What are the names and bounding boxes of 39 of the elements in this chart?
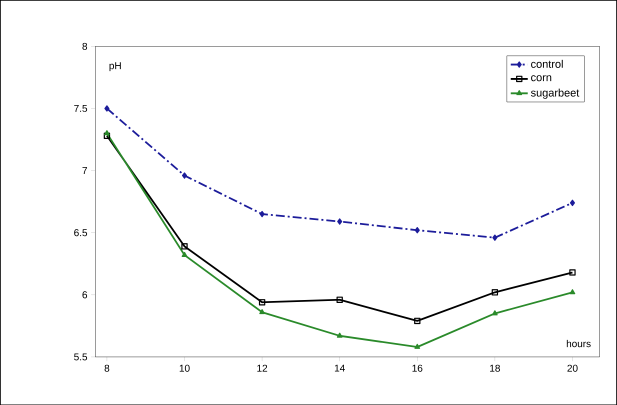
point [182,252,188,257]
point [104,105,110,112]
x-tick-label: 10 [180,364,190,372]
legend-label: sugarbeet [530,88,580,99]
x-tick-label: 12 [257,364,268,372]
y-tick-label: 7 [82,167,88,174]
point [492,289,498,296]
x-tick-label: 18 [490,364,500,372]
y-tick-label: 6.5 [74,229,88,236]
x-axis-title: hours [566,340,591,348]
point [492,310,498,316]
point [259,308,265,314]
point [569,269,576,276]
y-axis-title: pH [110,62,121,72]
y-tick-label: 8 [82,42,88,50]
point [414,318,420,324]
point [570,200,575,206]
x-tick-label: 8 [104,364,110,372]
y-tick-label: 6 [82,291,88,298]
x-tick-label: 16 [412,364,422,372]
legend-label: corn [531,75,552,82]
point [336,332,343,338]
point [492,234,498,241]
point [414,226,420,234]
point [104,130,110,136]
x-tick-label: 20 [567,364,578,372]
x-tick-label: 14 [334,364,345,372]
y-tick-label: 7.5 [74,104,88,112]
point [336,296,343,303]
point [337,218,342,225]
point [181,243,188,250]
y-tick-label: 5.5 [74,353,88,360]
point [414,344,420,349]
point [570,289,576,294]
point [260,210,265,218]
point [258,298,266,306]
point [182,172,188,179]
point [104,132,110,139]
legend-label: control [531,60,563,68]
